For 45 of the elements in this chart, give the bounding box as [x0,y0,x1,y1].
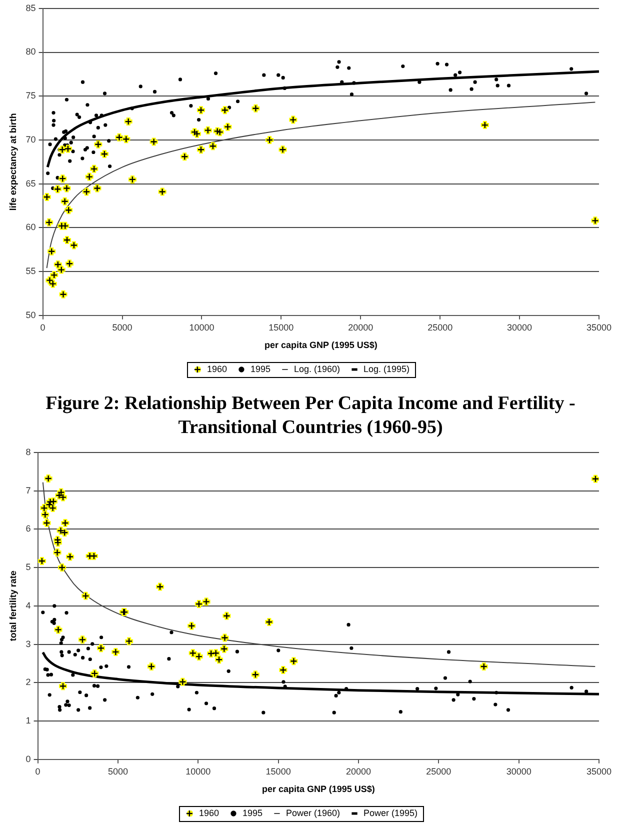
x-tick-label: 15000 [268,322,294,332]
x-axis-title: per capita GNP (1995 US$) [262,784,375,794]
legend-label: Log. (1960) [294,364,340,374]
y-tick-label: 75 [26,90,36,101]
x-tick-label: 35000 [586,322,612,332]
y-tick-label: 80 [26,46,36,57]
x-axis-title: per capita GNP (1995 US$) [264,340,378,350]
legend-label: Power (1960) [286,808,340,818]
y-tick-label: 55 [26,266,36,276]
x-tick-label: 35000 [586,766,612,776]
legend-label: Log. (1995) [364,364,410,374]
y-tick-label: 85 [26,2,36,13]
y-tick-label: 1 [26,716,31,726]
x-tick-label: 5000 [112,322,132,332]
y-tick-label: 65 [26,178,36,188]
y-tick-label: 8 [26,446,31,457]
y-tick-label: 4 [26,600,31,610]
y-tick-label: 70 [26,134,36,144]
x-tick-label: 30000 [507,322,532,332]
y-tick-label: 60 [26,222,36,232]
x-tick-label: 10000 [189,322,214,332]
y-tick-label: 5 [26,562,31,572]
y-tick-label: 50 [26,310,36,320]
y-tick-label: 2 [26,677,31,688]
legend-label: 1960 [206,364,227,374]
x-tick-label: 25000 [426,766,452,776]
legend-label: Power (1995) [364,808,418,818]
y-tick-label: 0 [26,754,31,764]
x-tick-label: 25000 [428,322,453,332]
y-tick-label: 7 [26,485,31,496]
chart-title: Figure 2: Relationship Between Per Capita Income and Fertility - Transitional Countries (1960-95) [44,392,576,440]
y-axis-title: life expectancy at birth [8,113,18,211]
y-tick-label: 6 [26,524,31,534]
x-tick-label: 15000 [266,766,291,776]
y-tick-label: 3 [26,638,31,649]
x-tick-label: 20000 [346,766,372,776]
y-axis-title: total fertility rate [8,570,18,642]
x-tick-label: 0 [40,322,46,332]
x-tick-label: 20000 [348,322,374,332]
x-tick-label: 10000 [186,766,211,776]
x-tick-label: 5000 [108,766,128,776]
legend-label: 1995 [242,808,263,818]
x-tick-label: 30000 [506,766,532,776]
legend-label: 1995 [250,364,270,374]
legend-label: 1960 [198,808,219,818]
